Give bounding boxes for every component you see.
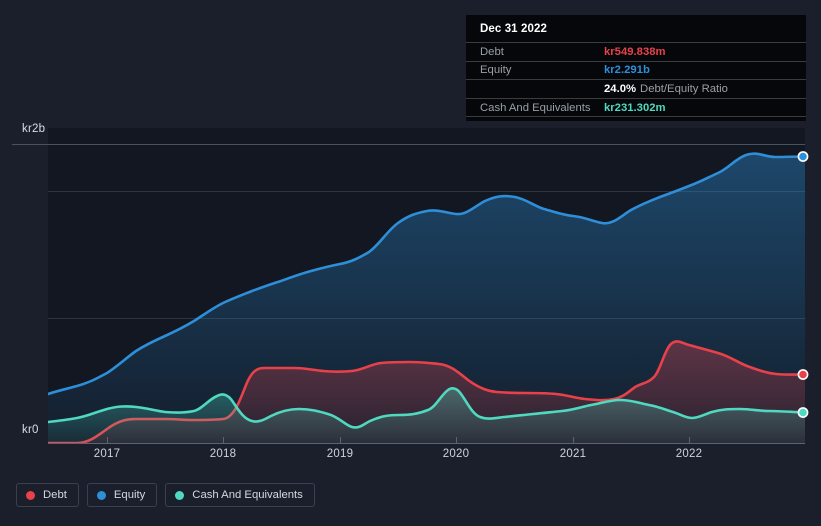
- tooltip-row-equity: Equity kr2.291b: [466, 60, 806, 80]
- x-axis-label-2021: 2021: [559, 448, 587, 460]
- tooltip-label-cash: Cash And Equivalents: [480, 101, 591, 114]
- chart-legend: Debt Equity Cash And Equivalents: [16, 483, 315, 507]
- tooltip-row-cash: Cash And Equivalents kr231.302m: [466, 97, 806, 118]
- cash-endpoint-marker: [797, 407, 809, 418]
- tooltip-label-ratio: Debt/Equity Ratio: [640, 82, 728, 95]
- tooltip-row-debt: Debt kr549.838m: [466, 42, 806, 61]
- equity-endpoint-marker: [797, 151, 809, 162]
- tooltip-value-ratio: 24.0%: [604, 82, 637, 95]
- legend-label-debt: Debt: [43, 489, 67, 501]
- cash-line: [48, 387, 805, 429]
- y-axis-label-zero: kr0: [22, 424, 39, 436]
- y-axis-label-top: kr2b: [22, 123, 46, 135]
- tooltip-row-debt-equity-ratio: 24.0% Debt/Equity Ratio: [466, 79, 806, 98]
- tooltip-value-debt: kr549.838m: [604, 45, 666, 58]
- debt-endpoint-marker: [797, 369, 809, 380]
- legend-item-equity[interactable]: Equity: [86, 483, 158, 507]
- tooltip-value-cash: kr231.302m: [604, 101, 666, 114]
- equity-area: [48, 153, 805, 443]
- legend-item-debt[interactable]: Debt: [16, 483, 79, 507]
- cash-area: [48, 388, 805, 443]
- equity-line: [48, 152, 805, 396]
- x-axis-label-2017: 2017: [93, 448, 121, 460]
- legend-item-cash-and-equivalents[interactable]: Cash And Equivalents: [165, 483, 315, 507]
- x-axis-label-2018: 2018: [209, 448, 237, 460]
- tooltip-ratio-group: 24.0% Debt/Equity Ratio: [604, 83, 728, 95]
- legend-label-equity: Equity: [113, 489, 146, 501]
- tooltip-label-equity: Equity: [480, 64, 512, 77]
- chart-tooltip: Dec 31 2022 Debt kr549.838m Equity kr2.2…: [466, 15, 806, 121]
- x-axis-label-2020: 2020: [442, 448, 470, 460]
- tooltip-value-equity: kr2.291b: [604, 64, 650, 77]
- x-axis-label-2019: 2019: [326, 448, 354, 460]
- tooltip-label-debt: Debt: [480, 45, 504, 58]
- legend-label-cash-and-equivalents: Cash And Equivalents: [192, 489, 303, 501]
- legend-dot-cash-icon: [175, 490, 185, 500]
- legend-dot-debt-icon: [26, 490, 35, 500]
- x-axis-ticks: [107, 437, 690, 443]
- x-axis-label-2022: 2022: [675, 448, 703, 460]
- legend-dot-equity-icon: [96, 490, 106, 500]
- tooltip-date: Dec 31 2022: [480, 23, 547, 35]
